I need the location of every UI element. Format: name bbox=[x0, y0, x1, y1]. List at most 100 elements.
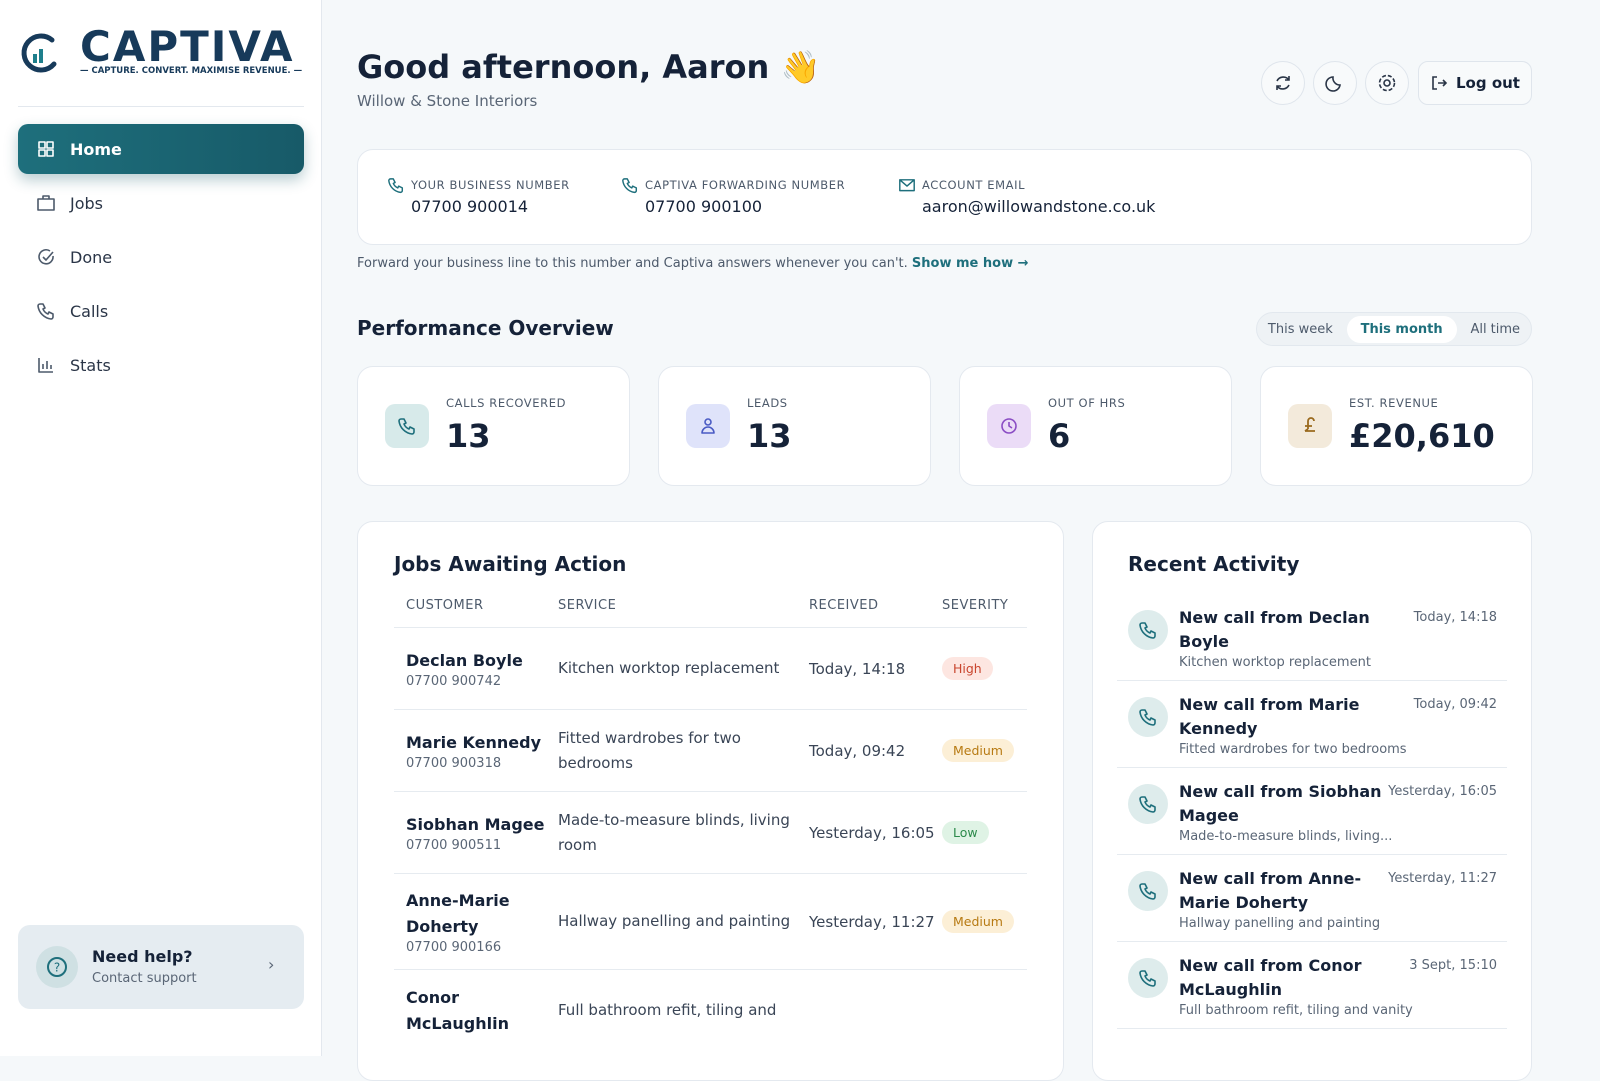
stat-value: 13 bbox=[747, 417, 792, 455]
company: Willow & Stone Interiors bbox=[357, 92, 538, 110]
help-card[interactable]: ? Need help? Contact support › bbox=[18, 925, 304, 1009]
activity-time: Yesterday, 11:27 bbox=[1388, 871, 1497, 886]
activity-title: New call from Marie Kennedy bbox=[1179, 695, 1360, 738]
column-header: CUSTOMER bbox=[406, 598, 484, 613]
activity-detail: Full bathroom refit, tiling and vanity bbox=[1179, 1003, 1413, 1018]
svg-text:?: ? bbox=[54, 961, 60, 975]
icon bbox=[398, 418, 415, 435]
activity-item[interactable]: Today, 09:42 New call from Marie Kennedy F… bbox=[1117, 681, 1507, 768]
icon bbox=[899, 179, 915, 192]
help-icon: ? bbox=[36, 946, 78, 988]
activity-icon bbox=[1128, 958, 1168, 998]
activity-item[interactable]: Yesterday, 11:27 New call from Anne-Marie… bbox=[1117, 855, 1507, 942]
nav-label: Stats bbox=[70, 355, 111, 375]
activity-title: New call from Anne-Marie Doherty bbox=[1179, 869, 1362, 912]
customer-name: Siobhan Magee bbox=[406, 815, 545, 834]
help-subtitle: Contact support bbox=[92, 971, 197, 986]
stat-icon bbox=[1288, 404, 1332, 448]
forward-text: Forward your business line to this numbe… bbox=[357, 256, 908, 271]
icon bbox=[622, 178, 638, 194]
received-cell: Yesterday, 16:05 bbox=[809, 824, 942, 842]
severity-pill: Medium bbox=[942, 910, 1014, 933]
customer-cell: Siobhan Magee 07700 900511 bbox=[406, 812, 558, 853]
logout-icon bbox=[1432, 76, 1448, 90]
icon bbox=[38, 358, 53, 373]
severity-cell: Medium bbox=[942, 910, 1015, 933]
icon bbox=[1001, 418, 1017, 434]
section-title: Performance Overview bbox=[357, 316, 614, 340]
nav-label: Home bbox=[70, 139, 122, 159]
job-row[interactable]: Conor McLaughlin Full bathroom refit, til… bbox=[394, 969, 1027, 1051]
customer-name: Anne-Marie Doherty bbox=[406, 891, 510, 936]
nav-icon bbox=[36, 139, 56, 159]
period-tab[interactable]: This month bbox=[1346, 315, 1457, 343]
nav-icon bbox=[36, 193, 56, 213]
service: Fitted wardrobes for two bedrooms bbox=[558, 728, 741, 772]
number-value: 07700 900100 bbox=[645, 197, 763, 216]
activity-title: New call from Declan Boyle bbox=[1179, 608, 1370, 651]
received: Today, 09:42 bbox=[809, 741, 906, 760]
stat-card: OUT OF HRS 6 bbox=[959, 366, 1232, 486]
stat-value: 6 bbox=[1048, 417, 1071, 455]
received-cell: Yesterday, 11:27 bbox=[809, 913, 942, 931]
theme-button[interactable] bbox=[1313, 61, 1357, 105]
icon bbox=[37, 195, 55, 211]
severity-pill: Medium bbox=[942, 739, 1014, 762]
icon bbox=[388, 178, 404, 194]
forward-link[interactable]: Show me how → bbox=[911, 256, 1029, 271]
period-tab[interactable]: All time bbox=[1470, 321, 1521, 337]
icon bbox=[38, 248, 54, 265]
icon bbox=[1139, 796, 1156, 813]
column-header: RECEIVED bbox=[809, 598, 879, 613]
stat-value: 13 bbox=[446, 417, 491, 455]
icon bbox=[701, 418, 715, 434]
period-tab[interactable]: This week bbox=[1267, 321, 1333, 337]
job-row[interactable]: Marie Kennedy 07700 900318 Fitted wardrobe… bbox=[394, 709, 1027, 791]
icon bbox=[1139, 970, 1156, 987]
number-value: aaron@willowandstone.co.uk bbox=[922, 197, 1156, 216]
table-header: CUSTOMER SERVICE RECEIVED SEVERITY bbox=[394, 598, 1027, 627]
job-row[interactable]: Siobhan Magee 07700 900511 Made-to-measure… bbox=[394, 791, 1027, 873]
number-label: CAPTIVA FORWARDING NUMBER bbox=[645, 178, 846, 192]
stat-label: OUT OF HRS bbox=[1048, 396, 1126, 410]
icon bbox=[1139, 622, 1156, 639]
activity-item[interactable]: Today, 14:18 New call from Declan Boyle Ki… bbox=[1117, 594, 1507, 681]
severity-pill: Low bbox=[942, 821, 989, 844]
column-header: SEVERITY bbox=[942, 598, 1009, 613]
nav-item[interactable]: Stats bbox=[18, 340, 304, 390]
number-label: ACCOUNT EMAIL bbox=[922, 178, 1026, 192]
customer-cell: Conor McLaughlin bbox=[406, 985, 558, 1037]
logout-button[interactable]: Log out bbox=[1418, 61, 1532, 105]
nav-item[interactable]: Calls bbox=[18, 286, 304, 336]
refresh-button[interactable] bbox=[1261, 61, 1305, 105]
nav-item[interactable]: Jobs bbox=[18, 178, 304, 228]
nav-item[interactable]: Done bbox=[18, 232, 304, 282]
activity-item[interactable]: Yesterday, 16:05 New call from Siobhan Ma… bbox=[1117, 768, 1507, 855]
received: Today, 14:18 bbox=[809, 659, 906, 678]
logout-label: Log out bbox=[1456, 74, 1520, 92]
stat-card: CALLS RECOVERED 13 bbox=[357, 366, 630, 486]
activity-time: Today, 14:18 bbox=[1413, 610, 1497, 625]
severity-pill: High bbox=[942, 657, 993, 680]
nav-icon bbox=[36, 301, 56, 321]
stat-icon bbox=[385, 404, 429, 448]
number-label: YOUR BUSINESS NUMBER bbox=[411, 178, 570, 192]
logo-icon bbox=[21, 33, 57, 73]
customer-name: Declan Boyle bbox=[406, 651, 523, 670]
nav-label: Calls bbox=[70, 301, 109, 321]
stat-icon bbox=[686, 404, 730, 448]
nav-item[interactable]: Home bbox=[18, 124, 304, 174]
service: Made-to-measure blinds, living room bbox=[558, 810, 790, 854]
nav-icon bbox=[36, 247, 56, 267]
jobs-title: Jobs Awaiting Action bbox=[394, 552, 627, 576]
job-row[interactable]: Declan Boyle 07700 900742 Kitchen worktop … bbox=[394, 627, 1027, 709]
activity-item[interactable]: 3 Sept, 15:10 New call from Conor McLaugh… bbox=[1117, 942, 1507, 1029]
moon-icon bbox=[1325, 76, 1341, 92]
activity-detail: Hallway panelling and painting bbox=[1179, 916, 1381, 931]
page: Captiva Dashboard {"sidebar":{"brand":"C… bbox=[0, 0, 1533, 1081]
sidebar: CAPTIVA — CAPTURE. CONVERT. MAXIMISE REV… bbox=[0, 0, 322, 1056]
customer-cell: Declan Boyle 07700 900742 bbox=[406, 648, 558, 689]
icon bbox=[1139, 709, 1156, 726]
job-row[interactable]: Anne-Marie Doherty 07700 900166 Hallway pa… bbox=[394, 873, 1027, 969]
settings-button[interactable] bbox=[1365, 61, 1409, 105]
